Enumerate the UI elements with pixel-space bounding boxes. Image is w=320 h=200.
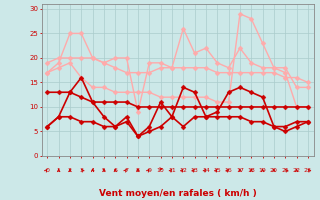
X-axis label: Vent moyen/en rafales ( km/h ): Vent moyen/en rafales ( km/h ) xyxy=(99,189,256,198)
